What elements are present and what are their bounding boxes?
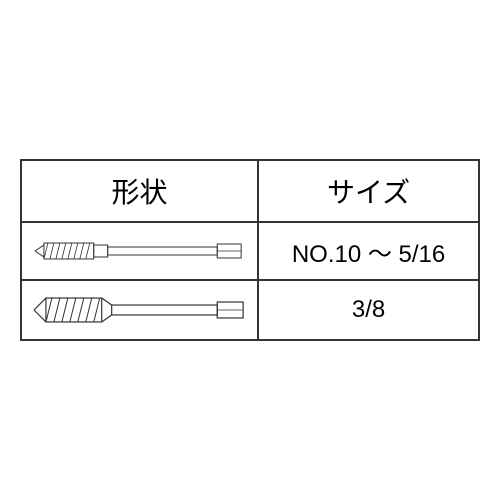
header-size-label: サイズ [327, 171, 410, 211]
header-row: 形状 サイズ [22, 161, 478, 223]
shape-cell [22, 223, 259, 279]
header-size: サイズ [259, 161, 478, 221]
size-value: NO.10 ～ 5/16 [292, 234, 445, 269]
table-row: NO.10 ～ 5/16 [22, 223, 478, 281]
size-cell: NO.10 ～ 5/16 [259, 223, 478, 279]
table-row: 3/8 [22, 281, 478, 339]
shape-cell [22, 281, 259, 339]
spec-table: 形状 サイズ [20, 159, 480, 341]
size-value: 3/8 [352, 296, 385, 324]
size-cell: 3/8 [259, 281, 478, 339]
header-shape-label: 形状 [112, 171, 168, 211]
header-shape: 形状 [22, 161, 259, 221]
tap-icon-small [30, 231, 249, 271]
tap-icon-large [30, 290, 249, 330]
